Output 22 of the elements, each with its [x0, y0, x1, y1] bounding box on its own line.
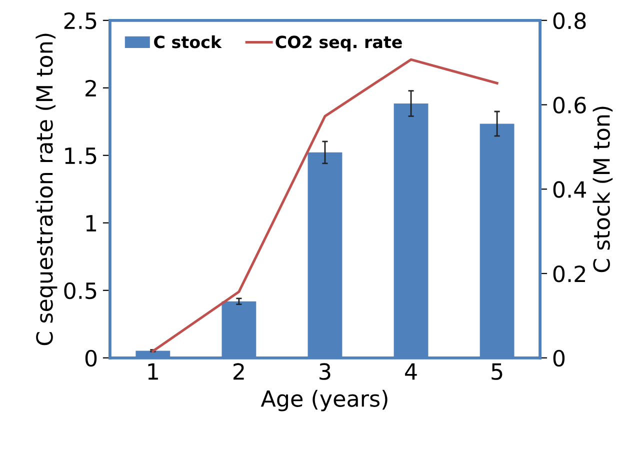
y2-tick-label: 0.6: [553, 96, 586, 114]
y2-tick-label: 0: [553, 350, 565, 367]
x-tick-label: 5: [492, 363, 502, 380]
legend-label: CO2 seq. rate: [276, 36, 402, 52]
y2-tick-label: 0.8: [553, 12, 586, 30]
x-axis-title: Age (years): [260, 390, 388, 412]
x-tick-label: 4: [405, 363, 417, 380]
y-tick-label: 2.5: [64, 12, 96, 30]
y2-tick-label: 0.4: [553, 181, 586, 198]
x-tick-label: 2: [234, 363, 244, 380]
line-series: [152, 58, 498, 352]
legend-label: C stock: [154, 35, 222, 48]
y-tick-label: 0: [85, 350, 97, 367]
y-tick-label: 0.5: [64, 282, 96, 300]
x-tick-label: 1: [148, 363, 158, 380]
y-tick-label: 2: [86, 80, 96, 96]
y-tick-label: 1.5: [65, 148, 96, 164]
y-tick-label: 1: [86, 215, 96, 232]
y-axis-title: C sequestration rate (M ton): [36, 34, 58, 346]
y2-axis-title: C stock (M ton): [592, 106, 613, 272]
x-tick-label: 3: [320, 363, 330, 380]
y2-tick-label: 0.2: [553, 265, 585, 282]
